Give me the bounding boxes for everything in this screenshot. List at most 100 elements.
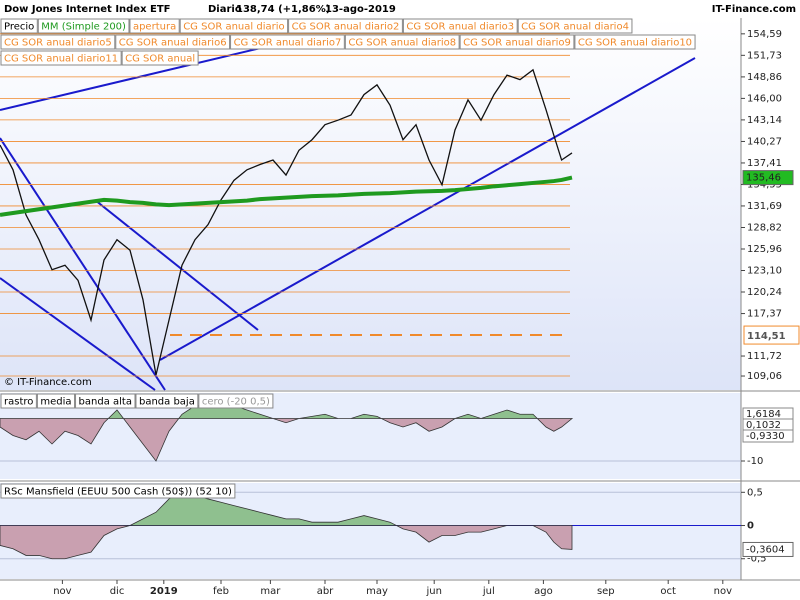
- site: IT-Finance.com: [712, 4, 796, 15]
- date: 13-ago-2019: [325, 4, 396, 15]
- legend-tab: MM (Simple 200): [37, 18, 130, 34]
- legend-label: banda alta: [79, 397, 132, 408]
- legend-label: rastro: [4, 397, 33, 408]
- legend-tab: media: [36, 393, 76, 409]
- legend-tab: CG SOR anual diario9: [459, 34, 575, 50]
- legend-tab-box: [288, 18, 403, 34]
- legend-tab-box: [179, 18, 289, 34]
- y-tick-label: 151,73: [747, 50, 782, 61]
- legend-tab-box: [0, 18, 38, 34]
- value-flag-box: [742, 429, 794, 443]
- legend-label: CG SOR anual diario: [183, 22, 284, 33]
- legend-tab-box: [129, 18, 180, 34]
- legend-tab: CG SOR anual diario7: [230, 34, 345, 50]
- y-tick-label: 120,24: [747, 287, 782, 298]
- y-tick-label: 131,69: [747, 201, 782, 212]
- legend-label: CG SOR anual diario10: [578, 38, 692, 49]
- legend-label: CG SOR anual: [125, 54, 195, 65]
- legend-label: RSc Mansfield (EEUU 500 Cash (50$)) (52 …: [4, 487, 232, 498]
- x-tick-label: nov: [53, 586, 71, 597]
- y-tick-label: 154,59: [747, 29, 782, 40]
- legend-label: Precio: [4, 22, 34, 33]
- y-tick-label: 143,14: [747, 115, 782, 126]
- y-tick-label: 146,00: [747, 93, 782, 104]
- x-tick-label: sep: [597, 586, 615, 597]
- legend-tab: CG SOR anual diario11: [0, 50, 122, 66]
- trend-lines: [0, 46, 696, 391]
- x-tick-label: ago: [534, 586, 553, 597]
- legend-tab-box: [517, 18, 633, 34]
- y-tick-label: 125,96: [747, 244, 782, 255]
- legend-tab-box: [75, 393, 136, 409]
- legend-label: apertura: [133, 22, 176, 33]
- x-tick-label: mar: [260, 586, 281, 597]
- y-tick-label: 148,86: [747, 72, 782, 83]
- legend-tab-box: [135, 393, 199, 409]
- y-tick-label: 123,10: [747, 266, 782, 277]
- title: Dow Jones Internet Index ETF: [4, 4, 171, 15]
- legend-tab-box: [121, 50, 199, 66]
- y-tick-label: 140,27: [747, 136, 782, 147]
- series-line: [0, 68, 573, 376]
- legend-tab: banda baja: [135, 393, 199, 409]
- value-flag: -0,9330: [746, 431, 785, 442]
- legend-tab: CG SOR anual diario6: [115, 34, 231, 50]
- legend-tab-box: [459, 34, 575, 50]
- legend-label: CG SOR anual diario4: [521, 22, 629, 33]
- legend-tab-box: [402, 18, 518, 34]
- legend-tab: CG SOR anual diario3: [402, 18, 518, 34]
- value-flag: 1,6184: [746, 409, 781, 420]
- legend-tab-box: [344, 34, 460, 50]
- legend-tab-box: [115, 34, 231, 50]
- legend-label: CG SOR anual diario6: [119, 38, 227, 49]
- legend-tab: CG SOR anual: [121, 50, 199, 66]
- y-tick-label: 0,5: [747, 487, 763, 498]
- legend-label: CG SOR anual diario2: [292, 22, 400, 33]
- legend-label: CG SOR anual diario3: [406, 22, 514, 33]
- value-flag: 0,1032: [746, 420, 781, 431]
- y-tick-label: 117,37: [747, 309, 782, 320]
- legend-tab: apertura: [129, 18, 180, 34]
- legend-tab: CG SOR anual diario8: [344, 34, 460, 50]
- y-tick-label: 109,06: [747, 371, 782, 382]
- series-line: [0, 175, 573, 217]
- watermark: © IT-Finance.com: [4, 377, 92, 388]
- legend-tab-box: [198, 393, 274, 409]
- legend-tab-box: [0, 50, 122, 66]
- legend-tab: CG SOR anual diario4: [517, 18, 633, 34]
- level-flag-box: [743, 325, 800, 345]
- last-price: 138,74 (+1,86%): [236, 4, 330, 15]
- level-flag: 114,51: [747, 331, 786, 342]
- legend-label: CG SOR anual diario8: [348, 38, 456, 49]
- x-tick-label: oct: [660, 586, 676, 597]
- trend-line: [0, 46, 266, 111]
- y-tick-label: 0: [747, 521, 754, 532]
- period: Diario: [208, 4, 242, 15]
- y-tick-label: 128,82: [747, 223, 782, 234]
- y-tick-label: 111,72: [747, 351, 782, 362]
- trend-line: [159, 57, 696, 361]
- legend-tab: banda alta: [75, 393, 136, 409]
- legend-label: CG SOR anual diario7: [234, 38, 342, 49]
- legend-label: media: [40, 397, 71, 408]
- y-tick-label: -0,5: [747, 554, 767, 565]
- x-tick-label: jun: [425, 586, 441, 597]
- legend-label: MM (Simple 200): [41, 22, 126, 33]
- trend-line: [0, 277, 156, 391]
- legend-label: cero (-20 0,5): [202, 397, 270, 408]
- legend-label: CG SOR anual diario5: [4, 38, 112, 49]
- legend-label: banda baja: [139, 397, 195, 408]
- x-tick-label: feb: [213, 586, 229, 597]
- legend-tab-box: [37, 18, 130, 34]
- legend-label: CG SOR anual diario9: [463, 38, 571, 49]
- value-flag-box: [742, 541, 794, 557]
- legend-tab-box: [0, 34, 116, 50]
- value-flag-box: [742, 170, 794, 186]
- x-tick-label: may: [366, 586, 388, 597]
- trend-line: [94, 199, 259, 331]
- legend-tab-box: [230, 34, 345, 50]
- value-flag: -0,3604: [746, 544, 785, 555]
- series-area: [0, 401, 574, 462]
- legend-tab: CG SOR anual diario2: [288, 18, 403, 34]
